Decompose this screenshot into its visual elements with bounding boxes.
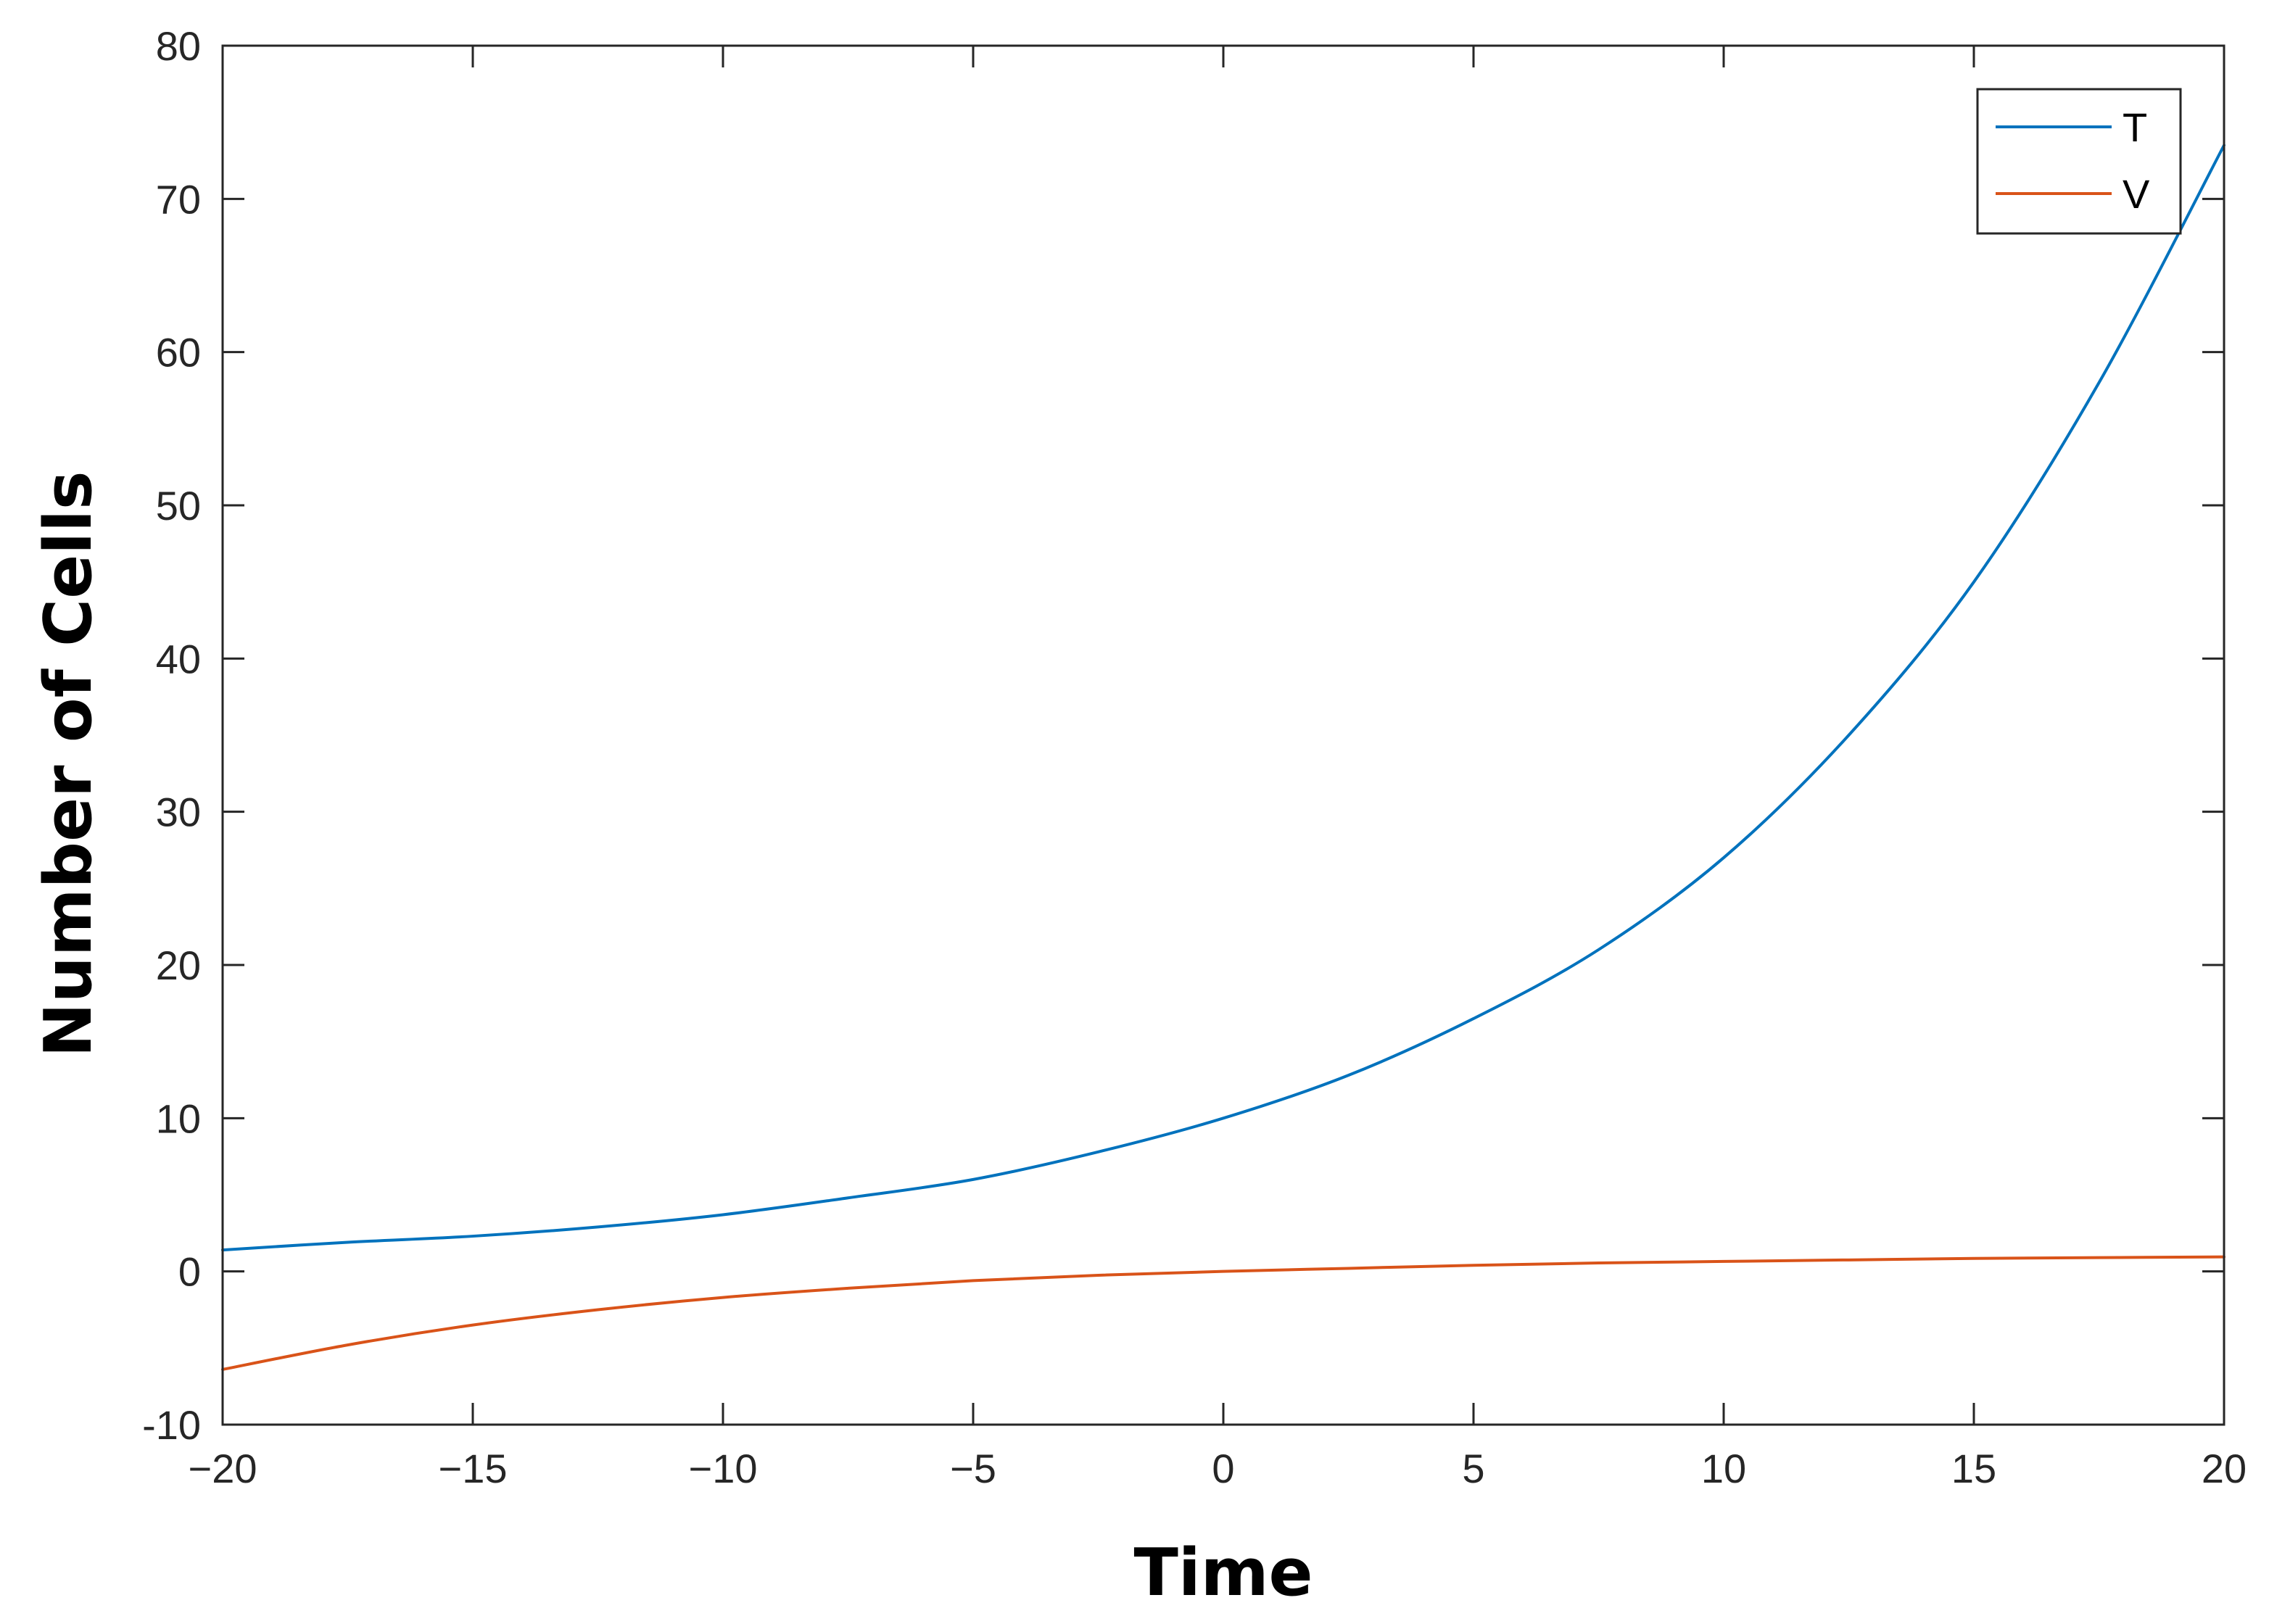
plot-lines xyxy=(221,144,2225,1371)
series-line-v xyxy=(221,1255,2225,1371)
y-tick-label: -10 xyxy=(142,1402,201,1448)
y-tick-label: 20 xyxy=(156,942,201,988)
x-tick-label: −20 xyxy=(189,1446,257,1491)
x-tick-label: 10 xyxy=(1701,1446,1746,1491)
y-tick-label: 80 xyxy=(156,23,201,69)
x-tick-label: −5 xyxy=(950,1446,996,1491)
y-tick-label: 0 xyxy=(178,1249,201,1295)
x-tick-label: −15 xyxy=(439,1446,508,1491)
legend: TV xyxy=(1976,88,2182,235)
x-tick-label: 15 xyxy=(1951,1446,1996,1491)
y-axis-ticks: -10 0 10 20 30 40 50 60 70 80 xyxy=(142,23,2224,1448)
y-tick-label: 50 xyxy=(156,483,201,529)
legend-box xyxy=(1976,88,2182,235)
legend-label-v: V xyxy=(2123,171,2150,217)
y-tick-label: 70 xyxy=(156,176,201,222)
x-axis-ticks: −20 −15 −10 −5 0 5 10 15 20 xyxy=(189,46,2247,1491)
series-line-t xyxy=(221,144,2225,1252)
x-tick-label: 5 xyxy=(1462,1446,1484,1491)
x-axis-title: Time xyxy=(1133,1535,1313,1611)
legend-label-t: T xyxy=(2123,104,2147,150)
x-tick-label: 0 xyxy=(1212,1446,1234,1491)
y-tick-label: 30 xyxy=(156,790,201,835)
x-tick-label: −10 xyxy=(689,1446,758,1491)
y-tick-label: 40 xyxy=(156,636,201,682)
y-tick-label: 10 xyxy=(156,1095,201,1141)
y-axis-title: Number of Cells xyxy=(30,471,107,1057)
y-tick-label: 60 xyxy=(156,330,201,376)
x-tick-label: 20 xyxy=(2202,1446,2247,1491)
